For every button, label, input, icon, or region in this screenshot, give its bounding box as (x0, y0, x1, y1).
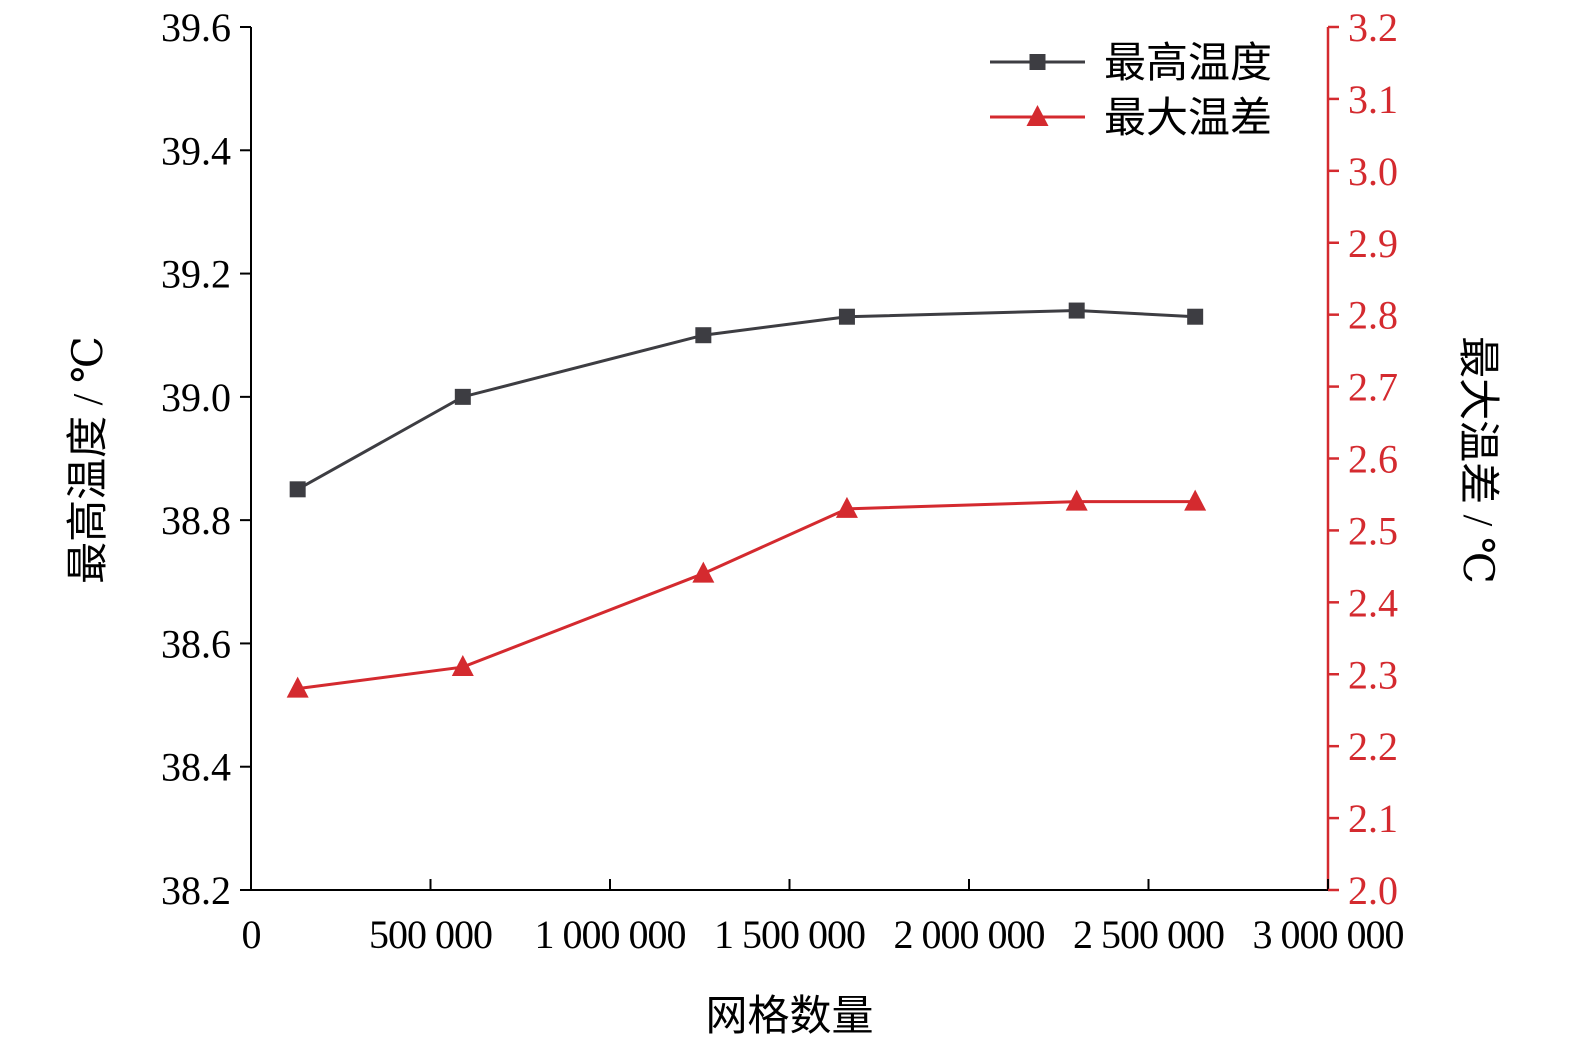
x-tick-label: 500 000 (369, 912, 492, 957)
series-max-temp (289, 302, 1204, 498)
y-left-tick-label: 39.6 (161, 5, 231, 50)
data-point (1184, 489, 1207, 511)
y-right-tick-label: 2.9 (1348, 221, 1398, 266)
y-right-tick-label: 2.4 (1348, 580, 1398, 625)
x-tick-label: 3 000 000 (1253, 912, 1404, 957)
data-point (838, 308, 855, 325)
series-line (296, 309, 1196, 491)
x-tick-label: 2 500 000 (1073, 912, 1224, 957)
y-right-tick-label: 3.1 (1348, 77, 1398, 122)
x-tick-label: 1 500 000 (714, 912, 865, 957)
y-right-tick-label: 3.0 (1348, 149, 1398, 194)
legend-entry: 最大温差 (990, 96, 1272, 142)
x-tick-label: 0 (242, 912, 261, 957)
legend-marker (1029, 54, 1046, 70)
y-right-tick-label: 3.2 (1348, 5, 1398, 50)
series-max-temp-diff (286, 489, 1207, 698)
data-point (695, 327, 712, 344)
data-point (286, 676, 309, 698)
data-point (1068, 302, 1085, 319)
legend-marker (1026, 105, 1049, 126)
data-point (289, 481, 306, 498)
data-point (451, 655, 474, 677)
data-point (454, 388, 471, 405)
y-left-tick-label: 39.2 (161, 252, 231, 297)
y-axis-right-title: 最大温差 / ℃ (1454, 336, 1500, 584)
y-left-tick-label: 38.6 (161, 621, 231, 666)
y-right-tick-label: 2.1 (1348, 796, 1398, 841)
y-left-tick-label: 38.2 (161, 868, 231, 913)
y-right-tick-label: 2.6 (1348, 437, 1398, 482)
y-right-tick-label: 2.3 (1348, 652, 1398, 697)
series-layer (286, 302, 1207, 698)
data-point (692, 561, 715, 583)
y-right-tick-label: 2.2 (1348, 724, 1398, 769)
y-left-tick-label: 39.0 (161, 375, 231, 420)
x-axis-title: 网格数量 (705, 994, 873, 1040)
y-axis-left-title: 最高温度 / ℃ (66, 336, 112, 584)
x-tick-label: 2 000 000 (894, 912, 1045, 957)
axes: 0 500 000 1 000 000 1 500 000 2 000 000 2 500… (66, 5, 1500, 1040)
legend-entry: 最高温度 (990, 41, 1272, 87)
series-line (297, 500, 1196, 691)
data-point (1187, 308, 1204, 325)
y-right-tick-label: 2.7 (1348, 365, 1398, 410)
x-tick-label: 1 000 000 (535, 912, 686, 957)
y-right-tick-label: 2.8 (1348, 293, 1398, 338)
y-right-tick-label: 2.0 (1348, 868, 1398, 913)
legend-label: 最大温差 (1104, 96, 1272, 142)
y-left-tick-label: 39.4 (161, 128, 231, 173)
y-right-tick-label: 2.5 (1348, 508, 1398, 553)
y-left-tick-label: 38.4 (161, 745, 231, 790)
data-point (835, 496, 858, 518)
legend-label: 最高温度 (1104, 41, 1272, 87)
y-left-tick-label: 38.8 (161, 498, 231, 543)
data-point (1065, 489, 1088, 511)
